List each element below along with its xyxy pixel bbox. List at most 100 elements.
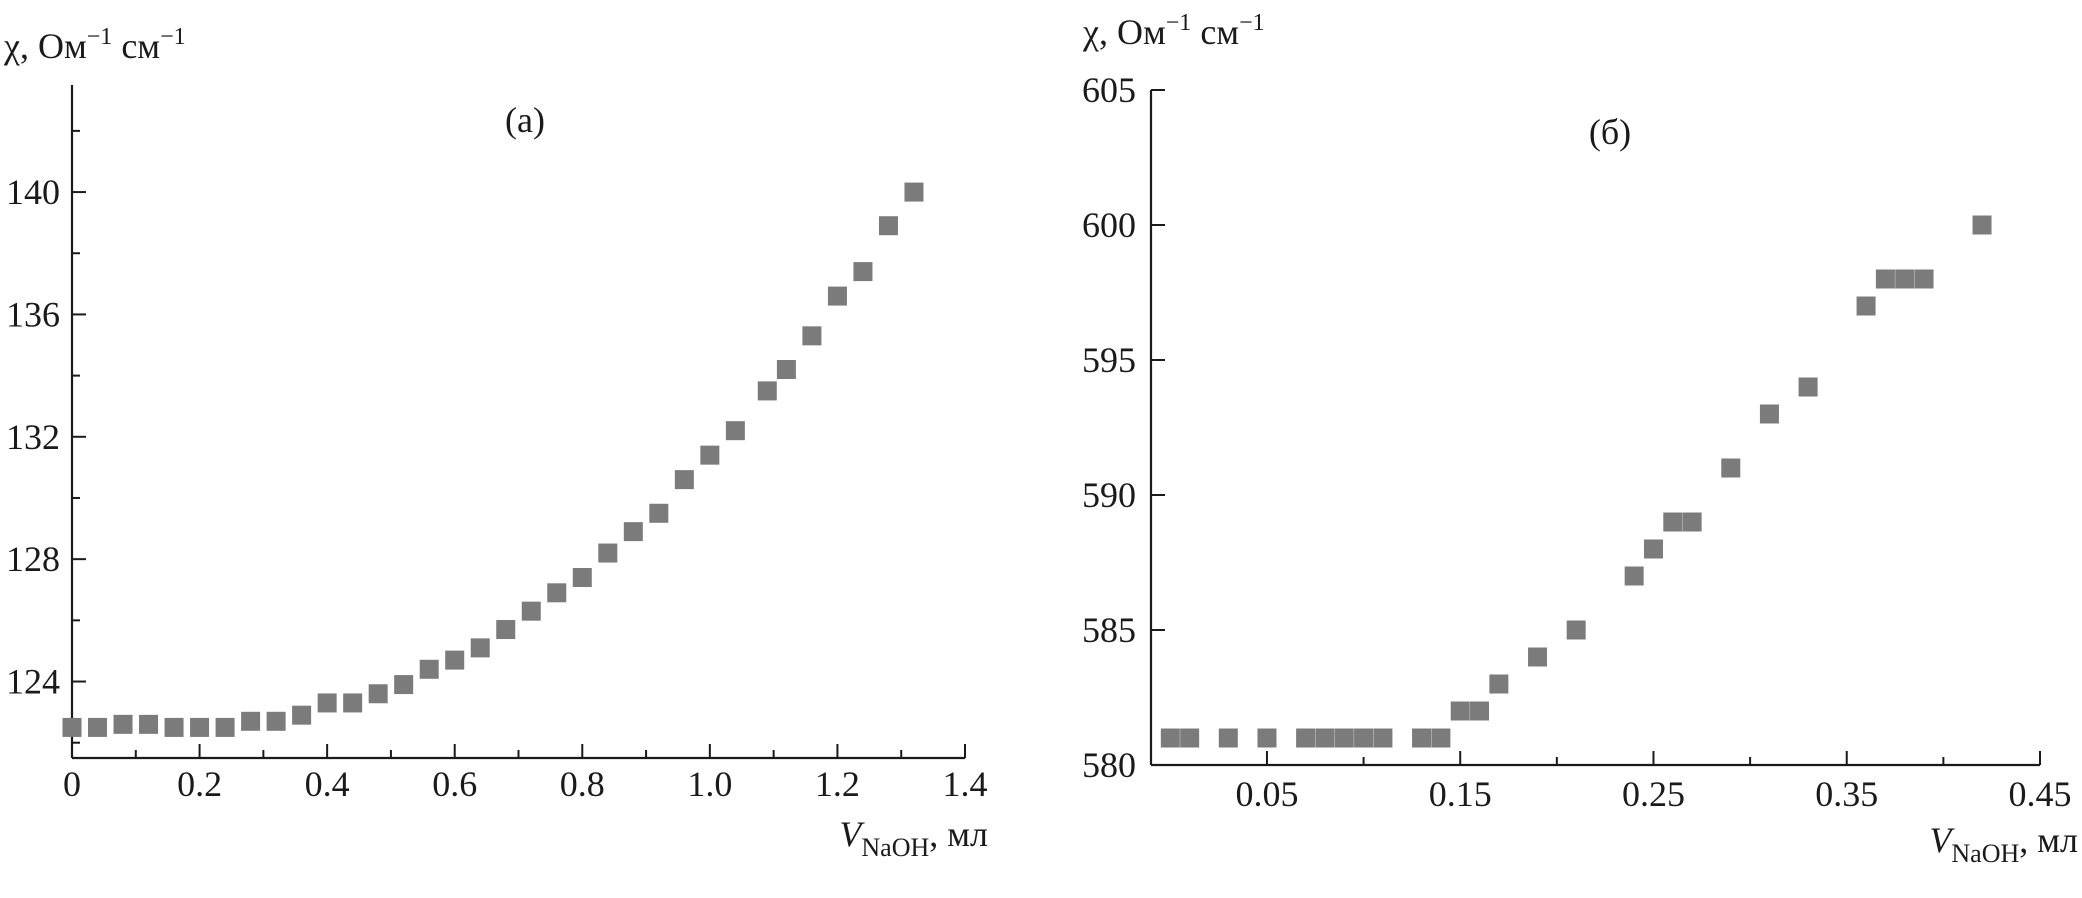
panel-a-label: (а) — [505, 100, 545, 140]
panel-a-data-point — [649, 503, 669, 523]
panel-a-data-point — [394, 675, 414, 695]
panel-a-data-point — [674, 470, 694, 490]
panel-b-data-point — [1450, 701, 1470, 721]
panel-a-data-point — [904, 182, 924, 202]
panel-a-data-point — [215, 717, 235, 737]
panel-b-y-tick-label: 585 — [1082, 610, 1136, 650]
panel-a-data-point — [164, 717, 184, 737]
panel-b-data-point — [1489, 674, 1509, 694]
panel-b-y-tick-label: 590 — [1082, 475, 1136, 515]
panel-a-ticks: 0 0.2 0.4 0.6 0.8 1.0 1.2 1.4 124 128 132 136 140 — [6, 129, 988, 804]
panel-a-data-point — [700, 445, 720, 465]
panel-b-y-tick-label: 595 — [1082, 340, 1136, 380]
panel-a-x-axis-title: VNaOH, мл — [839, 814, 988, 862]
panel-a-data-point — [757, 381, 777, 401]
panel-b-data-point — [1257, 728, 1277, 748]
panel-b-data-point — [1431, 728, 1451, 748]
panel-a-data-point — [725, 421, 745, 441]
panel-a-data-point — [496, 620, 516, 640]
chart-panel-b: χ, Ом−1 см−1 (б) 0.05 0.15 0.25 0.35 0.45 580… — [1082, 10, 2078, 868]
panel-b-y-tick-label: 600 — [1082, 205, 1136, 245]
panel-b-data-point — [1624, 566, 1644, 586]
panel-b-data-point — [1334, 728, 1354, 748]
panel-a-data-point — [241, 711, 261, 731]
panel-b-data-point — [1160, 728, 1180, 748]
panel-a-data-point — [266, 711, 286, 731]
panel-a-data-point — [802, 326, 822, 346]
panel-a-y-tick-label: 124 — [6, 662, 60, 702]
panel-a-data-point — [572, 568, 592, 588]
panel-a-markers — [62, 182, 924, 737]
panel-a-data-point — [853, 262, 873, 282]
panel-b-data-point — [1798, 377, 1818, 397]
panel-a-data-point — [343, 693, 363, 713]
panel-b-axes — [1149, 90, 2040, 767]
panel-b-x-tick-label: 0.35 — [1815, 774, 1878, 814]
panel-a-x-tick-label: 0.2 — [177, 764, 222, 804]
panel-b-x-tick-label: 0.45 — [2009, 774, 2072, 814]
panel-a-y-tick-label: 140 — [6, 172, 60, 212]
panel-a-data-point — [139, 714, 159, 734]
panel-a-axes — [70, 85, 965, 760]
panel-a-x-tick-label: 0.4 — [305, 764, 350, 804]
panel-a-x-tick-label: 0.8 — [560, 764, 605, 804]
panel-b-data-point — [1566, 620, 1586, 640]
panel-b-data-point — [1354, 728, 1374, 748]
panel-b-data-point — [1470, 701, 1490, 721]
panel-a-data-point — [88, 717, 108, 737]
panel-b-x-tick-label: 0.15 — [1429, 774, 1492, 814]
panel-a-y-tick-label: 132 — [6, 417, 60, 457]
panel-b-label: (б) — [1589, 112, 1631, 152]
panel-a-data-point — [776, 359, 796, 379]
panel-b-ticks: 0.05 0.15 0.25 0.35 0.45 580 585 590 595 600 605 — [1082, 70, 2072, 814]
panel-b-data-point — [1412, 728, 1432, 748]
panel-a-data-point — [623, 522, 643, 542]
panel-b-data-point — [1895, 269, 1915, 289]
panel-a-data-point — [470, 638, 490, 658]
panel-a-y-tick-label: 136 — [6, 294, 60, 334]
panel-a-y-axis-title: χ, Ом−1 см−1 — [3, 24, 186, 66]
panel-a-x-tick-label: 1.0 — [687, 764, 732, 804]
panel-b-data-point — [1528, 647, 1548, 667]
panel-b-y-tick-label: 605 — [1082, 70, 1136, 110]
panel-a-x-tick-label: 1.2 — [815, 764, 860, 804]
panel-a-data-point — [419, 659, 439, 679]
panel-b-x-tick-label: 0.25 — [1622, 774, 1685, 814]
panel-a-y-tick-label: 128 — [6, 539, 60, 579]
panel-a-x-tick-label: 0.6 — [432, 764, 477, 804]
panel-b-data-point — [1296, 728, 1316, 748]
panel-b-y-tick-label: 580 — [1082, 745, 1136, 785]
panel-b-data-point — [1759, 404, 1779, 424]
panel-b-data-point — [1682, 512, 1702, 532]
panel-a-data-point — [368, 684, 388, 704]
panel-a-data-point — [62, 717, 82, 737]
panel-b-data-point — [1643, 539, 1663, 559]
panel-b-data-point — [1875, 269, 1895, 289]
panel-a-data-point — [521, 601, 541, 621]
panel-b-data-point — [1373, 728, 1393, 748]
panel-a-data-point — [827, 286, 847, 306]
panel-a-data-point — [878, 216, 898, 236]
panel-a-data-point — [292, 705, 312, 725]
panel-b-data-point — [1180, 728, 1200, 748]
panel-a-x-tick-label: 0 — [63, 764, 81, 804]
panel-a-x-tick-label: 1.4 — [943, 764, 988, 804]
panel-b-data-point — [1914, 269, 1934, 289]
panel-b-x-axis-title: VNaOH, мл — [1929, 820, 2078, 868]
panel-b-data-point — [1218, 728, 1238, 748]
panel-a-data-point — [190, 717, 210, 737]
panel-a-data-point — [598, 543, 618, 563]
panel-b-markers — [1160, 215, 1992, 748]
chart-panel-a: χ, Ом−1 см−1 (а) 0 0.2 0.4 0.6 0.8 1.0 1.2 1.4 1… — [3, 24, 988, 862]
panel-b-data-point — [1972, 215, 1992, 235]
panel-a-data-point — [113, 714, 133, 734]
panel-b-data-point — [1856, 296, 1876, 316]
panel-b-y-axis-title: χ, Ом−1 см−1 — [1082, 10, 1265, 52]
panel-a-data-point — [445, 650, 465, 670]
panel-a-data-point — [317, 693, 337, 713]
panel-b-data-point — [1315, 728, 1335, 748]
panel-b-data-point — [1721, 458, 1741, 478]
panel-a-data-point — [547, 583, 567, 603]
panel-b-x-tick-label: 0.05 — [1235, 774, 1298, 814]
